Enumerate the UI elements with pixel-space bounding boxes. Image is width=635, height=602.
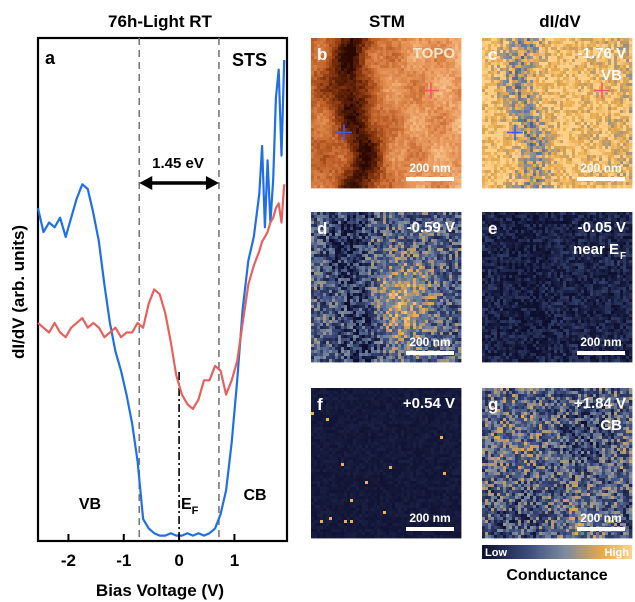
column-header-stm: STM [369, 12, 405, 31]
map-e-letter: e [488, 219, 497, 238]
map-f-label: +0.54 V [403, 395, 455, 412]
map-e-sublabel-subscript: F [620, 251, 626, 262]
colorbar-high-label: High [605, 547, 630, 559]
map-b-label: TOPO [413, 45, 456, 62]
map-panel-d: d -0.59 V 200 nm [311, 212, 462, 363]
y-axis-label: dI/dV (arb. units) [9, 225, 28, 359]
plot-frame [36, 36, 289, 543]
map-b-letter: b [317, 45, 327, 64]
map-c-scale-label: 200 nm [580, 161, 621, 175]
map-g-scale-bar [577, 527, 625, 531]
x-tick-label-2: -1 [116, 551, 131, 570]
colorbar [482, 545, 632, 559]
map-g-label: +1.84 V [574, 395, 626, 412]
map-g-pixels [482, 388, 633, 539]
ef-label-main: E [181, 496, 192, 513]
map-f-scale-bar [406, 527, 454, 531]
map-c-scale-bar [577, 177, 625, 181]
x-tick-label-4: 1 [230, 551, 239, 570]
map-d-label: -0.59 V [407, 219, 455, 236]
map-d-scale-label: 200 nm [409, 335, 450, 349]
sts-curve-2 [37, 184, 286, 410]
map-e-sublabel: near E [573, 241, 619, 258]
colorbar-low-label: Low [485, 547, 507, 559]
plot-layer: -2 -1 0 1 [36, 38, 286, 570]
map-c-label: -1.76 V [578, 45, 626, 62]
map-e-label: -0.05 V [578, 219, 626, 236]
x-tick-label-3: 0 [174, 551, 183, 570]
map-f-pixels [311, 388, 462, 539]
map-panel-f: f +0.54 V 200 nm [311, 388, 462, 539]
map-panel-e: e -0.05 V near E F 200 nm [482, 212, 633, 363]
map-d-letter: d [317, 219, 327, 238]
sts-curve-1 [36, 59, 286, 537]
x-tick-label-1: -2 [61, 551, 76, 570]
map-panel-b: b TOPO 200 nm [311, 38, 462, 189]
cb-label: CB [243, 487, 266, 504]
map-g-sublabel: CB [600, 417, 622, 434]
gap-label: 1.45 eV [152, 155, 204, 172]
gap-arrow-left-head [139, 176, 153, 190]
panel-letter-a: a [45, 48, 56, 68]
map-e-scale-bar [577, 351, 625, 355]
map-b-pixels [311, 38, 462, 189]
map-g-letter: g [488, 395, 498, 414]
map-f-scale-label: 200 nm [409, 511, 450, 525]
map-e-scale-label: 200 nm [580, 335, 621, 349]
ef-label: EF [181, 496, 199, 517]
map-d-scale-bar [406, 351, 454, 355]
sts-tag: STS [232, 50, 267, 70]
column-header-didv: dI/dV [539, 12, 581, 31]
vb-label: VB [79, 496, 101, 513]
x-axis-label: Bias Voltage (V) [96, 581, 224, 600]
map-panel-g: g +1.84 V CB 200 nm [482, 388, 633, 539]
map-c-pixels [482, 38, 633, 189]
map-c-letter: c [488, 45, 497, 64]
colorbar-title: Conductance [506, 567, 607, 584]
ef-label-sub: F [192, 505, 199, 517]
map-b-scale-label: 200 nm [409, 161, 450, 175]
gap-arrow-right-head [205, 176, 219, 190]
sts-title: 76h-Light RT [108, 12, 212, 31]
map-c-sublabel: VB [601, 67, 622, 84]
map-e-pixels [482, 212, 633, 363]
map-g-scale-label: 200 nm [580, 511, 621, 525]
map-d-pixels [311, 212, 462, 363]
maps-layer: b TOPO 200 nm c -1.76 V VB 200 nm d -0.59 V 200 n… [311, 38, 633, 539]
map-b-scale-bar [406, 177, 454, 181]
map-panel-c: c -1.76 V VB 200 nm [482, 38, 633, 189]
map-f-letter: f [317, 395, 323, 414]
